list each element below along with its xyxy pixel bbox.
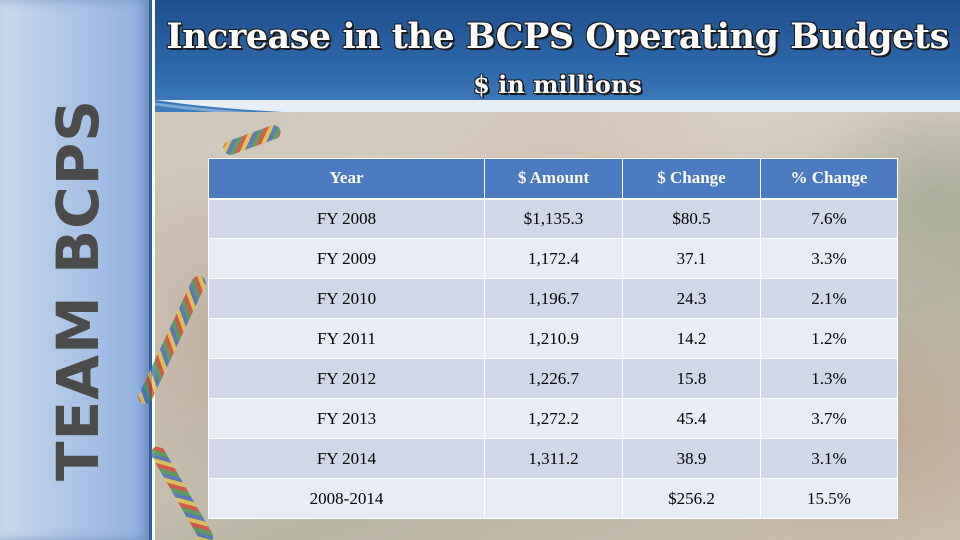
cell-year: FY 2013: [208, 398, 485, 439]
cell-change: 38.9: [622, 438, 761, 479]
table-total-row: 2008-2014 $256.2 15.5%: [208, 478, 898, 519]
cell-year: FY 2011: [208, 318, 485, 359]
cell-amount: 1,272.2: [484, 398, 623, 439]
cell-change: 14.2: [622, 318, 761, 359]
header-banner: [155, 0, 960, 112]
cell-amount: 1,311.2: [484, 438, 623, 479]
header-swoosh: [155, 100, 960, 112]
cell-change: 45.4: [622, 398, 761, 439]
sidebar-team-label: TEAM BCPS: [44, 98, 112, 482]
page-title: Increase in the BCPS Operating Budgets: [166, 16, 949, 57]
bracelet-decoration: [148, 443, 216, 540]
cell-percent-change: 1.2%: [760, 318, 898, 359]
cell-amount: [484, 478, 623, 519]
cell-year: FY 2012: [208, 358, 485, 399]
cell-change: $256.2: [622, 478, 761, 519]
cell-percent-change: 15.5%: [760, 478, 898, 519]
sidebar-panel: TEAM BCPS: [0, 0, 152, 540]
column-header-percent-change: % Change: [760, 158, 898, 200]
cell-amount: $1,135.3: [484, 198, 623, 239]
column-header-year: Year: [208, 158, 485, 200]
page-subtitle: $ in millions: [473, 70, 642, 99]
table-row: FY 2013 1,272.2 45.4 3.7%: [208, 398, 898, 439]
table-row: FY 2011 1,210.9 14.2 1.2%: [208, 318, 898, 359]
cell-year: FY 2014: [208, 438, 485, 479]
table-row: FY 2012 1,226.7 15.8 1.3%: [208, 358, 898, 399]
cell-year: 2008-2014: [208, 478, 485, 519]
column-header-change: $ Change: [622, 158, 761, 200]
cell-year: FY 2010: [208, 278, 485, 319]
cell-year: FY 2008: [208, 198, 485, 239]
table-row: FY 2008 $1,135.3 $80.5 7.6%: [208, 198, 898, 239]
cell-change: 37.1: [622, 238, 761, 279]
cell-amount: 1,210.9: [484, 318, 623, 359]
cell-percent-change: 3.7%: [760, 398, 898, 439]
cell-year: FY 2009: [208, 238, 485, 279]
cell-change: 15.8: [622, 358, 761, 399]
bracelet-decoration: [221, 123, 283, 157]
cell-percent-change: 1.3%: [760, 358, 898, 399]
table-row: FY 2009 1,172.4 37.1 3.3%: [208, 238, 898, 279]
cell-percent-change: 2.1%: [760, 278, 898, 319]
cell-amount: 1,196.7: [484, 278, 623, 319]
table-row: FY 2014 1,311.2 38.9 3.1%: [208, 438, 898, 479]
cell-percent-change: 7.6%: [760, 198, 898, 239]
cell-change: 24.3: [622, 278, 761, 319]
budget-table: Year $ Amount $ Change % Change FY 2008 …: [208, 158, 898, 519]
cell-change: $80.5: [622, 198, 761, 239]
cell-percent-change: 3.3%: [760, 238, 898, 279]
column-header-amount: $ Amount: [484, 158, 623, 200]
table-header-row: Year $ Amount $ Change % Change: [208, 158, 898, 200]
table-row: FY 2010 1,196.7 24.3 2.1%: [208, 278, 898, 319]
cell-amount: 1,226.7: [484, 358, 623, 399]
cell-amount: 1,172.4: [484, 238, 623, 279]
cell-percent-change: 3.1%: [760, 438, 898, 479]
